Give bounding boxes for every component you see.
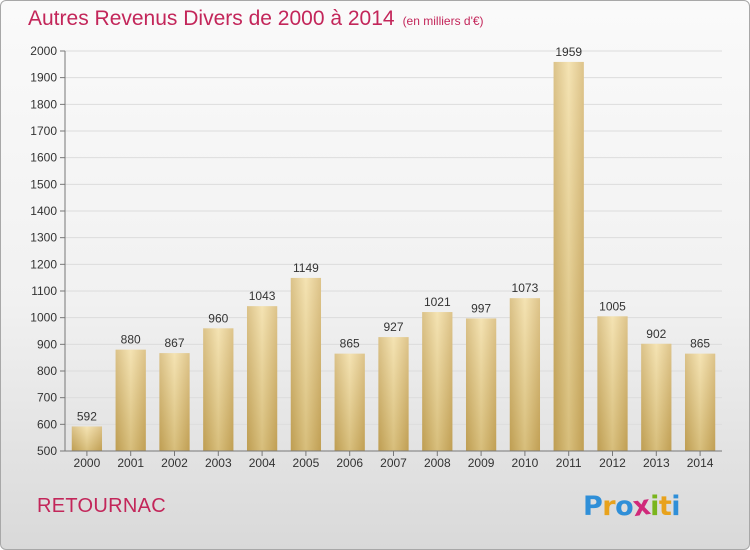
bar-shade-2000 [71, 426, 103, 451]
y-tick-labels: 500 600 700 800 900 1000 1100 1200 1300 1400 1500 1… [30, 44, 65, 458]
y-tick-label: 1300 [30, 231, 57, 245]
y-tick-label: 1900 [30, 71, 57, 85]
x-tick-label: 2014 [687, 456, 714, 470]
bar-shade-2010 [509, 298, 541, 451]
bar-shade-2014 [684, 353, 716, 451]
title-row: Autres Revenus Divers de 2000 à 2014 (en … [28, 7, 484, 31]
bar-shade-2005 [290, 277, 322, 451]
y-tick-label: 800 [37, 364, 57, 378]
data-label: 1959 [555, 45, 582, 59]
logo-letter: i [650, 491, 659, 522]
x-tick-label: 2003 [205, 456, 232, 470]
y-tick-label: 1200 [30, 257, 57, 271]
proxiti-logo[interactable]: Proxiti [583, 489, 681, 524]
logo-letter: r [602, 491, 616, 522]
y-tick-label: 1700 [30, 124, 57, 138]
bar-shade-2012 [597, 316, 628, 451]
commune-name: RETOURNAC [37, 495, 167, 517]
bar-shade-2011 [553, 61, 584, 451]
data-label: 865 [690, 337, 710, 351]
x-tick-label: 2000 [74, 456, 101, 470]
bar-shade-2006 [334, 353, 365, 451]
data-label: 1005 [599, 299, 626, 313]
y-tick-label: 2000 [30, 44, 57, 58]
x-tick-label: 2006 [336, 456, 363, 470]
x-tick-label: 2009 [468, 456, 495, 470]
data-label: 1073 [512, 281, 539, 295]
data-label: 1043 [249, 289, 276, 303]
unit-note: (en milliers d'€) [402, 14, 484, 28]
y-tick-label: 600 [37, 417, 57, 431]
data-label: 960 [208, 311, 228, 325]
data-label: 927 [383, 320, 403, 334]
bar-shade-2004 [246, 306, 278, 451]
data-label: 1149 [293, 261, 319, 275]
bar-shade-2001 [115, 349, 146, 451]
x-tick-label: 2013 [643, 456, 670, 470]
y-tick-label: 700 [37, 391, 57, 405]
y-tick-label: 900 [37, 337, 57, 351]
y-tick-label: 1400 [30, 204, 57, 218]
x-tick-label: 2012 [599, 456, 626, 470]
y-tick-label: 500 [37, 444, 57, 458]
y-tick-label: 1000 [30, 311, 57, 325]
logo-letter: t [658, 491, 672, 522]
x-tick-label: 2004 [249, 456, 276, 470]
y-tick-label: 1100 [31, 284, 57, 298]
bar-shade-2007 [378, 337, 409, 451]
x-tick-labels: 2000 2001 2002 2003 2004 2005 2006 2007 2008 2009… [74, 451, 714, 470]
bar-shade-2002 [159, 353, 190, 451]
logo-letter: x [631, 489, 653, 524]
data-label: 592 [77, 409, 97, 423]
x-tick-label: 2007 [380, 456, 407, 470]
x-tick-label: 2001 [117, 456, 144, 470]
logo-letter: i [671, 491, 681, 522]
x-tick-label: 2002 [161, 456, 188, 470]
y-tick-label: 1500 [30, 177, 57, 191]
x-tick-label: 2008 [424, 456, 451, 470]
bar-shade-2003 [203, 328, 234, 451]
x-tick-label: 2005 [293, 456, 320, 470]
chart-title: Autres Revenus Divers de 2000 à 2014 [28, 7, 395, 30]
x-tick-label: 2011 [556, 456, 582, 470]
data-label: 880 [121, 333, 141, 347]
bar-shade-2008 [422, 312, 453, 451]
bar-shade-2013 [641, 343, 672, 451]
bars [71, 61, 716, 451]
data-label: 1021 [424, 295, 451, 309]
data-label: 902 [646, 327, 666, 341]
bar-shade-2009 [465, 318, 497, 451]
logo-letter: o [615, 491, 634, 522]
data-label: 867 [164, 336, 184, 350]
y-tick-label: 1600 [30, 151, 57, 165]
data-label: 997 [471, 301, 491, 315]
x-tick-label: 2010 [512, 456, 539, 470]
y-tick-label: 1800 [30, 97, 57, 111]
data-labels: 592 880 867 960 1043 1149 865 927 1021 997 1073 195… [77, 45, 711, 424]
logo-letter: P [583, 491, 603, 522]
data-label: 865 [340, 337, 360, 351]
